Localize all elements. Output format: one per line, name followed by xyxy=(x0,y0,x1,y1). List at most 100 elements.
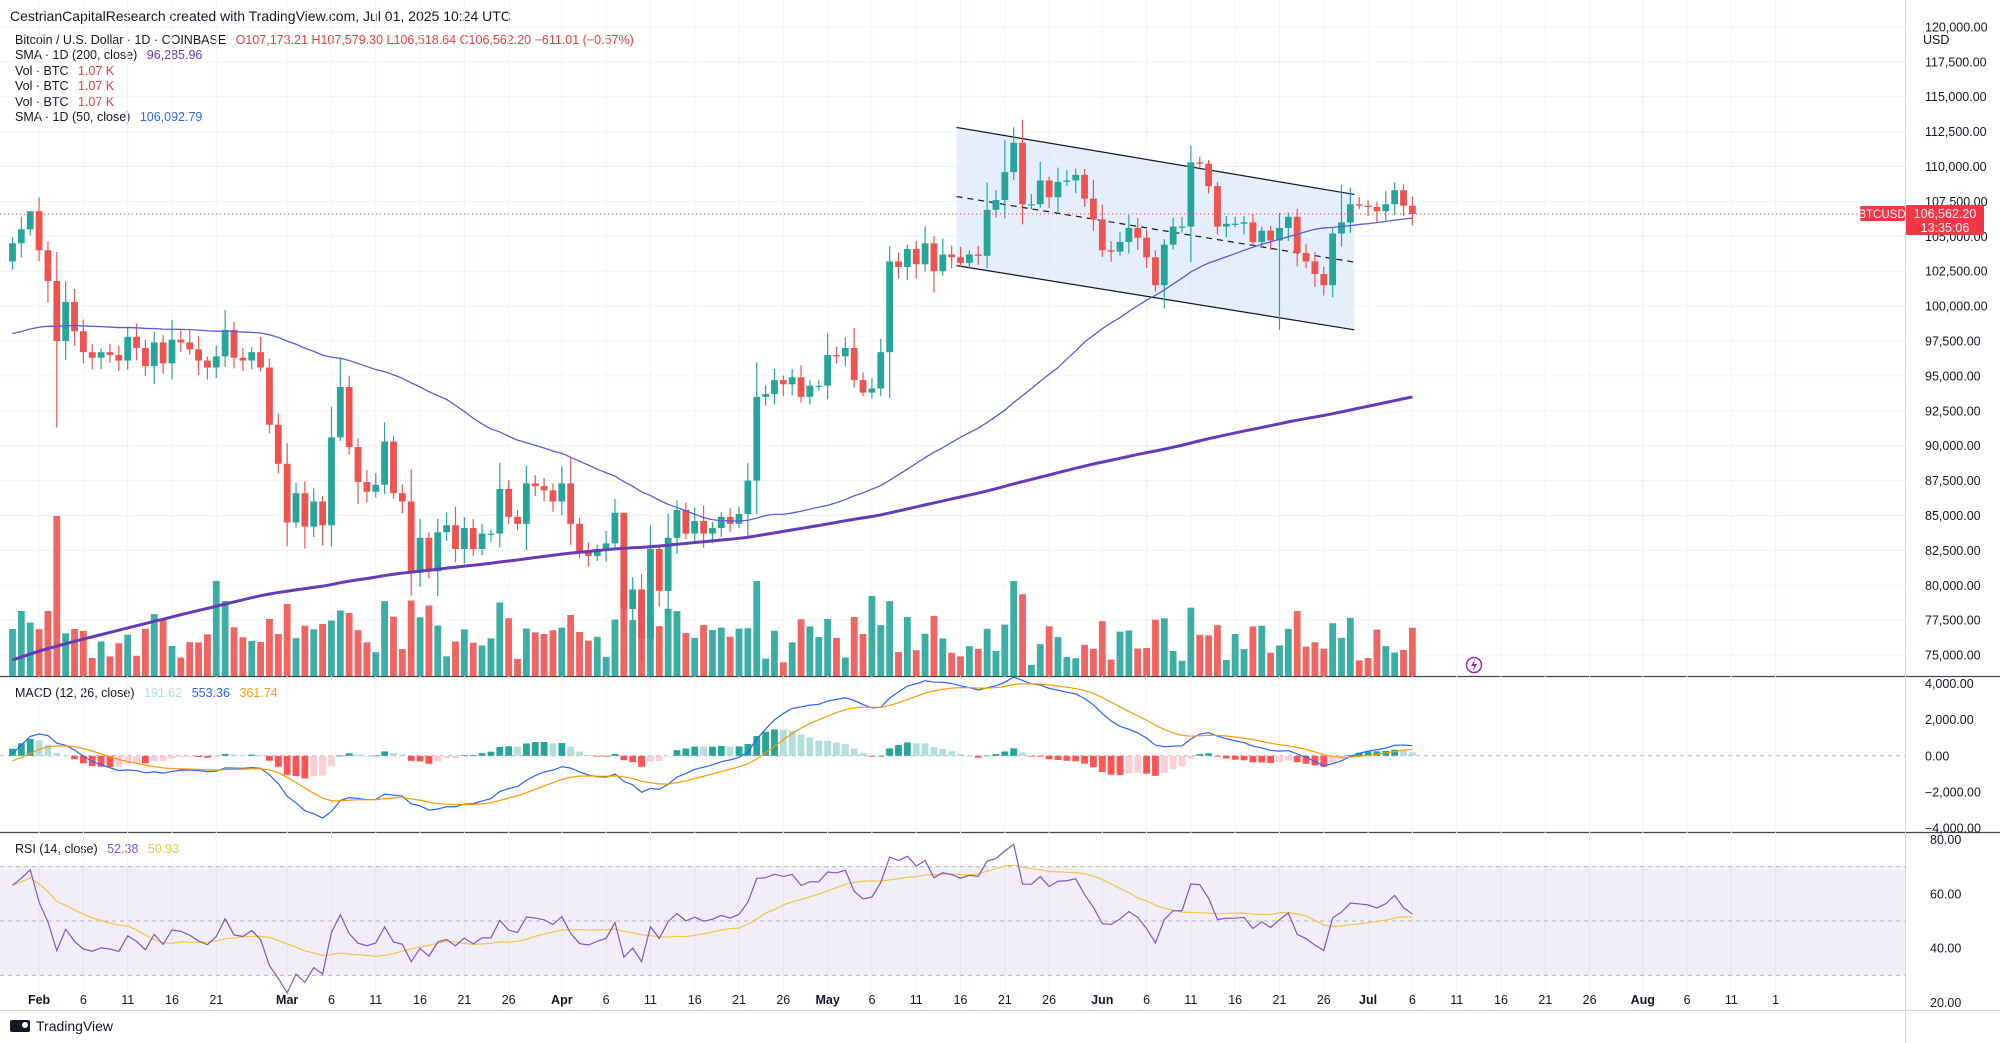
rsi-legend[interactable]: RSI (14, close) 52.38 50.93 xyxy=(15,842,179,856)
candle[interactable] xyxy=(88,343,96,370)
candle[interactable] xyxy=(859,372,867,397)
candle[interactable] xyxy=(797,365,805,403)
candle[interactable] xyxy=(62,281,70,361)
candle[interactable] xyxy=(283,443,291,547)
candle[interactable] xyxy=(921,226,929,272)
candle[interactable] xyxy=(1028,194,1035,210)
candle[interactable] xyxy=(1276,212,1283,330)
candle[interactable] xyxy=(177,330,185,353)
candle[interactable] xyxy=(363,469,371,503)
candle[interactable] xyxy=(1311,252,1319,287)
candle[interactable] xyxy=(434,518,442,597)
candle[interactable] xyxy=(1152,250,1159,292)
candle[interactable] xyxy=(735,506,743,528)
candle[interactable] xyxy=(1160,239,1168,309)
candle[interactable] xyxy=(531,475,539,496)
candles[interactable] xyxy=(9,119,1416,678)
candle[interactable] xyxy=(1143,229,1150,268)
candle[interactable] xyxy=(106,343,114,363)
candle[interactable] xyxy=(762,385,769,406)
candle[interactable] xyxy=(71,289,78,346)
candle[interactable] xyxy=(965,250,973,269)
candle[interactable] xyxy=(496,462,504,548)
candle[interactable] xyxy=(638,574,645,661)
sma200-line[interactable] xyxy=(12,395,1413,662)
candle[interactable] xyxy=(620,512,628,633)
candle[interactable] xyxy=(629,577,637,623)
candle[interactable] xyxy=(328,406,335,547)
candle[interactable] xyxy=(1373,201,1381,223)
candle[interactable] xyxy=(1081,168,1088,207)
candle[interactable] xyxy=(806,380,814,405)
candle[interactable] xyxy=(124,326,132,370)
candle[interactable] xyxy=(292,482,300,528)
candle[interactable] xyxy=(753,362,761,515)
candle[interactable] xyxy=(1400,184,1407,216)
candle[interactable] xyxy=(372,472,380,498)
candle[interactable] xyxy=(266,358,273,434)
candle[interactable] xyxy=(1134,218,1142,250)
candle[interactable] xyxy=(1187,145,1195,262)
candle[interactable] xyxy=(1090,179,1097,231)
candle[interactable] xyxy=(788,369,796,396)
candle[interactable] xyxy=(1169,217,1177,250)
candle[interactable] xyxy=(257,336,264,372)
macd-pane[interactable]: 4,000.00 2,000.00 0.00 −2,000.00 −4,000.00 xyxy=(0,676,1981,836)
candle[interactable] xyxy=(274,413,282,474)
candle[interactable] xyxy=(1408,196,1416,226)
candle[interactable] xyxy=(35,197,43,262)
candle[interactable] xyxy=(664,513,672,616)
sma200-legend-row[interactable]: SMA · 1D (200, close) 96,285.96 xyxy=(15,48,634,63)
candle[interactable] xyxy=(1329,227,1337,298)
candle[interactable] xyxy=(655,545,663,607)
candle[interactable] xyxy=(212,345,220,378)
candle[interactable] xyxy=(469,519,477,556)
candle[interactable] xyxy=(1222,215,1230,238)
candle[interactable] xyxy=(1107,241,1115,262)
candle[interactable] xyxy=(939,238,947,276)
candle[interactable] xyxy=(895,252,902,279)
candle[interactable] xyxy=(682,502,690,539)
candle[interactable] xyxy=(1391,182,1399,216)
candle[interactable] xyxy=(717,512,725,538)
candle[interactable] xyxy=(97,348,105,370)
channel-lower-line[interactable] xyxy=(956,265,1355,331)
candle[interactable] xyxy=(779,375,787,397)
candle[interactable] xyxy=(230,322,238,369)
candle[interactable] xyxy=(1063,170,1071,187)
candle[interactable] xyxy=(505,480,513,525)
candle[interactable] xyxy=(833,346,840,364)
candle[interactable] xyxy=(877,338,885,396)
candle[interactable] xyxy=(647,525,654,678)
candle[interactable] xyxy=(1320,266,1328,296)
candle[interactable] xyxy=(1045,176,1053,209)
candle[interactable] xyxy=(1214,182,1221,235)
candle[interactable] xyxy=(1019,119,1026,225)
candle[interactable] xyxy=(186,330,194,355)
candle[interactable] xyxy=(460,517,468,564)
candle[interactable] xyxy=(815,380,823,391)
candle[interactable] xyxy=(957,246,964,267)
candle[interactable] xyxy=(948,245,956,269)
candle[interactable] xyxy=(44,241,52,303)
time-axis[interactable]: Feb 6 11 16 21 Mar 6 11 16 21 26 Apr 6 11 16 21 26 May 6 11… xyxy=(28,993,1779,1007)
candle[interactable] xyxy=(930,236,938,293)
candle[interactable] xyxy=(398,484,406,514)
candle[interactable] xyxy=(1125,214,1133,254)
rsi-ma-line[interactable] xyxy=(12,864,1413,957)
bolt-icon[interactable] xyxy=(1465,656,1483,674)
candle[interactable] xyxy=(452,506,459,563)
candle[interactable] xyxy=(1382,191,1390,222)
vol-legend-row-1[interactable]: Vol · BTC 1.07 K xyxy=(15,64,634,79)
candle[interactable] xyxy=(983,182,991,269)
candle[interactable] xyxy=(744,463,752,537)
candle[interactable] xyxy=(115,345,123,371)
candle[interactable] xyxy=(407,469,415,596)
candle[interactable] xyxy=(159,335,167,374)
candle[interactable] xyxy=(26,211,34,236)
candle[interactable] xyxy=(487,529,495,542)
candle[interactable] xyxy=(478,523,486,556)
candle[interactable] xyxy=(204,356,211,380)
